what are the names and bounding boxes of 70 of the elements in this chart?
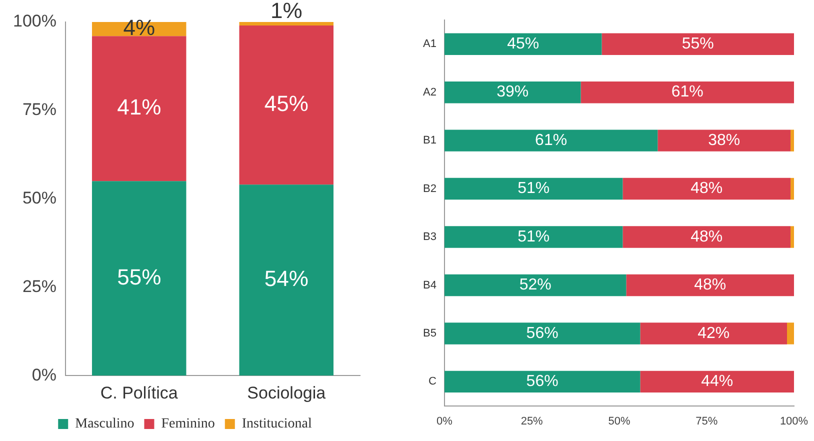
data-label: 55%	[682, 36, 714, 53]
data-label: 48%	[690, 228, 723, 246]
data-label: 48%	[690, 180, 723, 198]
data-label: 54%	[264, 266, 308, 292]
x-tick-label: 0%	[436, 415, 453, 428]
data-label: 48%	[694, 276, 726, 294]
bar	[640, 370, 794, 393]
bar	[444, 274, 626, 296]
data-label: 39%	[496, 84, 529, 101]
data-label: 51%	[518, 228, 550, 246]
bar	[444, 370, 640, 393]
y-tick-label: 100%	[12, 12, 56, 31]
x-tick-label: Sociologia	[247, 383, 326, 402]
data-label: 38%	[708, 132, 740, 149]
bar	[622, 178, 791, 200]
data-label: 1%	[270, 0, 302, 24]
bar	[444, 130, 658, 152]
bar	[239, 22, 334, 26]
bar	[658, 130, 791, 152]
data-label: 61%	[535, 132, 568, 149]
data-label: 55%	[117, 264, 162, 290]
bar	[580, 81, 794, 104]
bar	[787, 322, 794, 344]
y-tick-label: 0%	[32, 365, 56, 384]
x-tick-label: 50%	[608, 415, 630, 428]
x-tick-label: 75%	[696, 415, 718, 428]
y-tick-label: A2	[422, 86, 436, 98]
legend-label: Masculino	[75, 416, 134, 432]
x-tick-label: 25%	[520, 415, 544, 428]
bar	[444, 81, 581, 104]
bar	[444, 33, 602, 55]
bar	[640, 322, 788, 344]
bar	[239, 184, 334, 376]
bar	[790, 226, 794, 248]
y-tick-label: B1	[422, 134, 436, 147]
bar	[790, 130, 794, 152]
data-label: 56%	[526, 324, 558, 342]
data-label: 56%	[526, 373, 558, 390]
bar	[444, 322, 640, 344]
data-label: 45%	[507, 36, 540, 53]
y-tick-label: B5	[422, 327, 436, 340]
data-label: 41%	[117, 94, 162, 120]
data-label: 51%	[518, 180, 550, 198]
y-tick-label: B4	[422, 279, 436, 292]
bar	[444, 226, 623, 248]
y-tick-label: 25%	[22, 276, 56, 296]
data-label: 44%	[701, 373, 734, 390]
bar	[626, 274, 794, 296]
legend-label: Institucional	[242, 416, 312, 432]
data-label: 4%	[123, 15, 156, 40]
bar	[602, 33, 794, 55]
x-tick-label: C. Política	[100, 383, 178, 402]
legend-label: Feminino	[161, 416, 215, 432]
y-tick-label: 50%	[22, 188, 56, 208]
bar	[444, 178, 623, 200]
data-label: 61%	[671, 84, 704, 101]
bar	[92, 36, 186, 182]
data-label: 45%	[264, 91, 308, 116]
bar	[92, 181, 186, 376]
y-tick-label: B3	[422, 231, 436, 244]
bar	[790, 178, 794, 200]
bar	[622, 226, 791, 248]
data-label: 42%	[698, 324, 730, 342]
y-tick-label: 75%	[22, 100, 56, 120]
bar	[239, 26, 334, 185]
x-tick-label: 100%	[780, 415, 808, 428]
y-tick-label: A1	[422, 38, 436, 50]
data-label: 52%	[519, 276, 552, 294]
y-tick-label: B2	[422, 182, 436, 195]
y-tick-label: C	[428, 376, 436, 388]
